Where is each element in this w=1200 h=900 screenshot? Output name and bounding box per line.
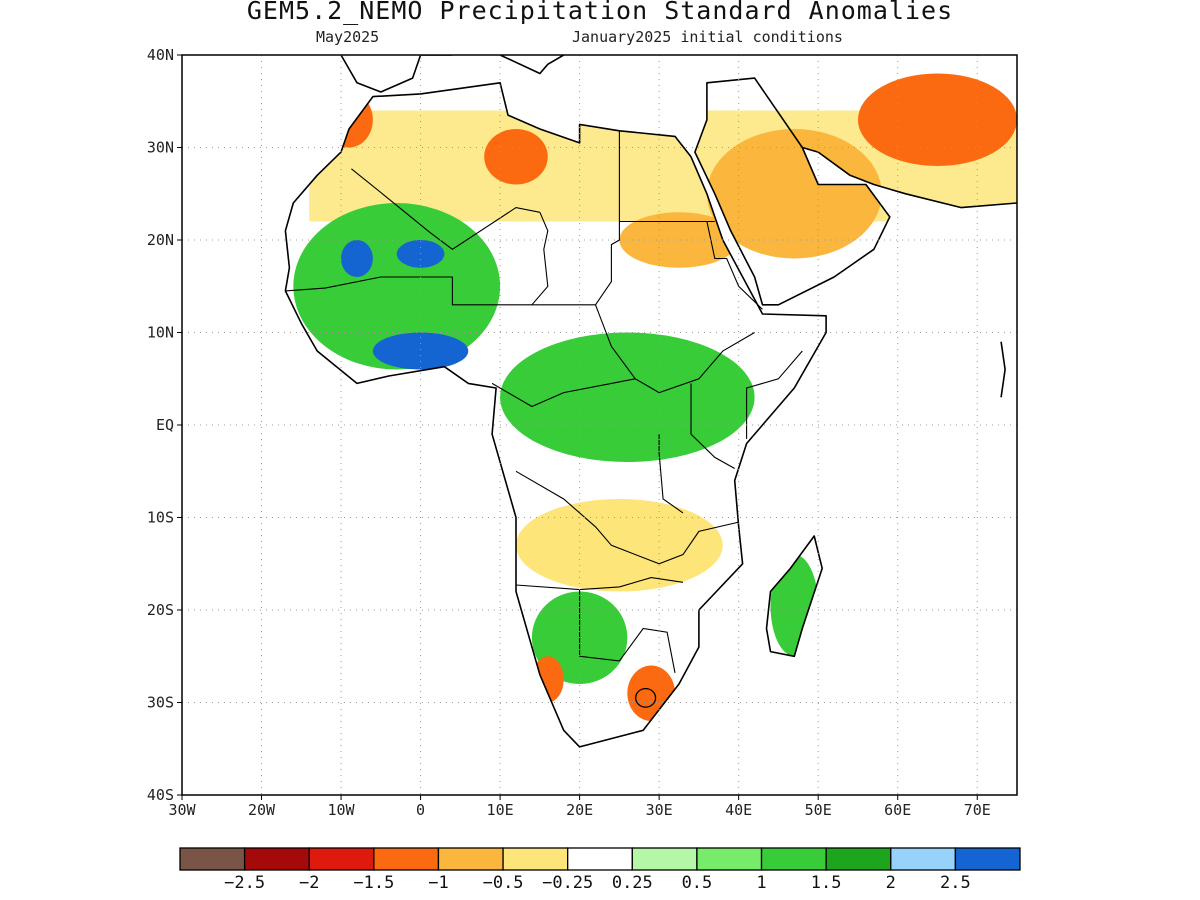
lat-tick-label: 10N (147, 324, 174, 342)
lat-tick-label: 20S (147, 601, 174, 619)
country-border (595, 130, 620, 306)
lon-tick-label: 10W (328, 801, 356, 819)
axis-labels: 30W 20W 10W 0 10E 20E 30E 40E 50E 60E 70E 40N 30N 20N… (147, 46, 991, 819)
colorbar-swatch (696, 847, 763, 871)
lat-tick-label: 40S (147, 786, 174, 804)
coastline (499, 55, 565, 75)
colorbar-swatch (502, 847, 569, 871)
colorbar-swatch (631, 847, 698, 871)
colorbar-swatch (954, 847, 1021, 871)
anomaly-region (341, 240, 373, 277)
map-title: GEM5.2_NEMO Precipitation Standard Anoma… (246, 0, 954, 25)
lon-tick-label: 70E (964, 801, 991, 819)
colorbar-swatch (437, 847, 504, 871)
country-border (539, 304, 755, 394)
anomaly-fill-layer (285, 55, 1017, 747)
country-border (690, 383, 735, 469)
anomaly-region (325, 92, 373, 148)
country-border (706, 221, 763, 310)
lat-tick-label: EQ (156, 416, 174, 434)
anomaly-region (516, 499, 723, 592)
lat-tick-label: 30N (147, 139, 174, 157)
lon-tick-label: 0 (416, 801, 425, 819)
lon-tick-label: 40E (725, 801, 752, 819)
coastline (802, 146, 1017, 209)
coastline (340, 55, 453, 93)
lon-tick-label: 50E (805, 801, 832, 819)
country-border (515, 577, 684, 591)
coastline (1000, 341, 1006, 398)
colorbar-label: 2.5 (940, 873, 971, 893)
anomaly-region (293, 203, 501, 370)
colorbar-label: 2 (886, 873, 896, 893)
anomaly-region (857, 73, 1017, 166)
colorbar-swatch (373, 847, 440, 871)
lat-tick-label: 30S (147, 694, 174, 712)
country-border (491, 378, 636, 408)
country-border (351, 168, 541, 250)
lat-tick-label: 40N (147, 46, 174, 64)
anomaly-region (372, 332, 469, 370)
lon-tick-label: 10E (487, 801, 514, 819)
colorbar-label: 1 (756, 873, 766, 893)
colorbar-label: −2.5 (224, 873, 265, 893)
colorbar-swatch (890, 847, 957, 871)
anomaly-region (484, 129, 548, 185)
anomaly-region (770, 554, 819, 657)
country-border (579, 589, 676, 674)
country-border (635, 687, 657, 708)
colorbar-swatch (243, 847, 310, 871)
colorbar-label: 0.25 (612, 873, 653, 893)
colorbar-swatch (760, 847, 827, 871)
lon-tick-label: 20W (248, 801, 276, 819)
lon-tick-label: 60E (884, 801, 911, 819)
coastline-layer (284, 55, 1017, 748)
colorbar-label: 1.5 (811, 873, 842, 893)
lat-tick-label: 10S (147, 509, 174, 527)
anomaly-region (500, 332, 755, 462)
colorbar-label: −2 (299, 873, 319, 893)
country-border (746, 350, 803, 439)
anomaly-region (706, 129, 882, 259)
country-border (285, 276, 381, 292)
coastline (284, 82, 827, 748)
forecast-month: May2025 (316, 28, 380, 46)
country-border (658, 434, 684, 514)
lon-tick-label: 30W (168, 801, 196, 819)
coastline (765, 535, 824, 658)
colorbar: −2.5 −2 −1.5 −1 −0.5 −0.25 0.25 0.5 1 1.5 2 2.5 (179, 847, 1021, 893)
initial-conditions: January2025 initial conditions (572, 28, 843, 46)
colorbar-swatch (179, 847, 246, 871)
anomaly-region (627, 665, 676, 721)
lat-tick-label: 20N (147, 231, 174, 249)
country-border (531, 212, 549, 306)
colorbar-label: −0.5 (483, 873, 524, 893)
colorbar-swatch (308, 847, 375, 871)
colorbar-swatch (567, 847, 633, 871)
colorbar-swatch (825, 847, 892, 871)
colorbar-label: 0.5 (682, 873, 713, 893)
country-border (515, 470, 739, 565)
anomaly-fill-group (285, 55, 1017, 747)
anomaly-region (619, 212, 739, 268)
lon-tick-label: 30E (646, 801, 673, 819)
country-border (380, 276, 540, 306)
colorbar-label: −1.5 (353, 873, 394, 893)
colorbar-label: −0.25 (542, 873, 593, 893)
coastline (694, 77, 891, 306)
colorbar-label: −1 (428, 873, 448, 893)
lon-tick-label: 20E (566, 801, 593, 819)
